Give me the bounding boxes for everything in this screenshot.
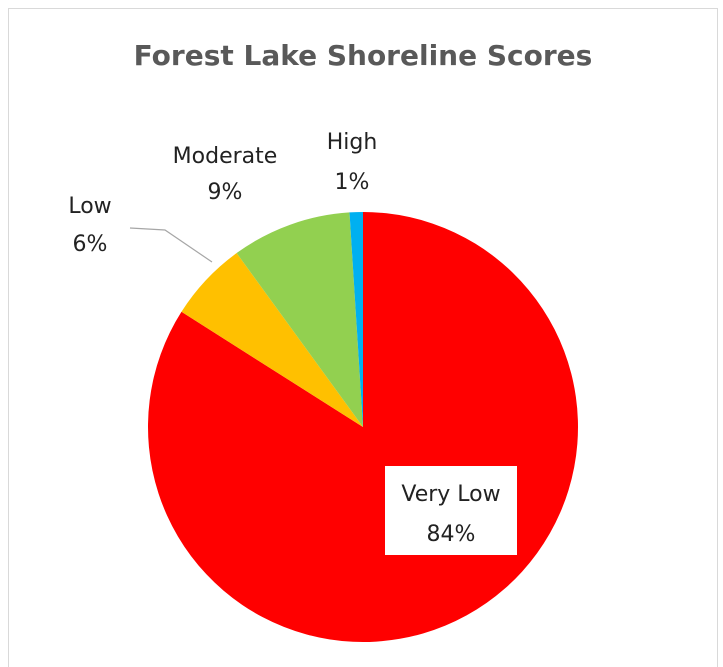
leader-line: [129, 227, 213, 263]
slice-value: 1%: [335, 170, 370, 195]
chart-title: Forest Lake Shoreline Scores: [134, 39, 593, 72]
slice-label: Moderate: [173, 144, 278, 169]
pie-slice: [349, 212, 363, 427]
label-box: [385, 466, 517, 555]
slice-value: 84%: [427, 522, 476, 547]
slice-label: High: [327, 130, 378, 155]
slice-value: 9%: [208, 180, 243, 205]
slice-value: 6%: [73, 232, 108, 257]
pie-slice: [181, 253, 363, 427]
slice-label: Very Low: [401, 482, 500, 507]
pie-slice: [236, 212, 363, 427]
slice-label: Low: [68, 194, 111, 219]
